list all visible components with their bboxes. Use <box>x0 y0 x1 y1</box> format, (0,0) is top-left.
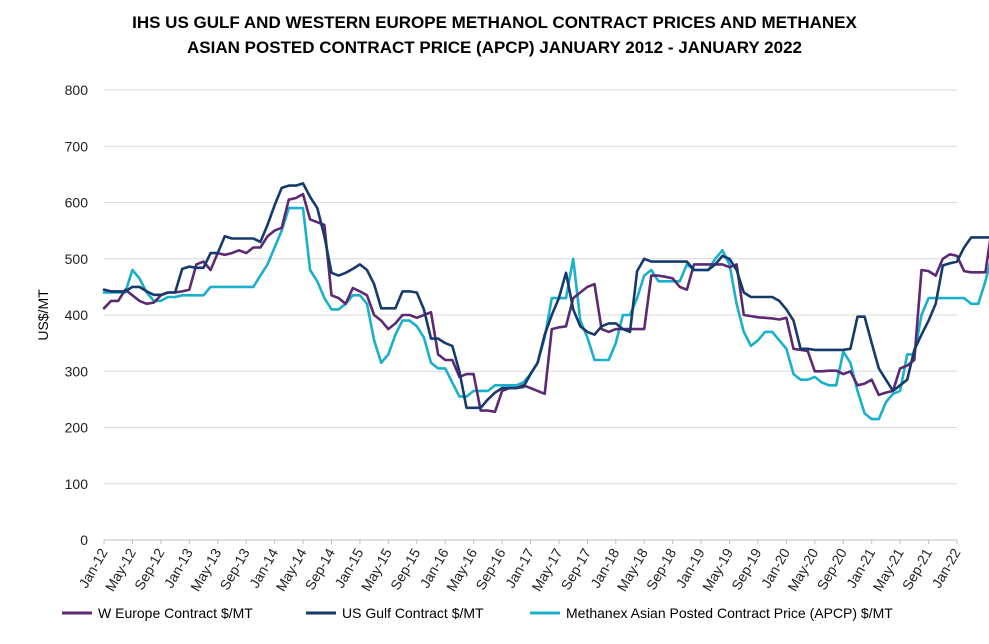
y-tick-label: 600 <box>65 195 89 211</box>
y-tick-label: 300 <box>65 363 89 379</box>
chart-title-line-1: IHS US GULF AND WESTERN EUROPE METHANOL … <box>132 13 857 32</box>
y-tick-label: 200 <box>65 420 89 436</box>
y-tick-label: 100 <box>65 476 89 492</box>
chart-title-line-2: ASIAN POSTED CONTRACT PRICE (APCP) JANUA… <box>187 38 802 57</box>
chart-title: IHS US GULF AND WESTERN EUROPE METHANOL … <box>0 10 989 60</box>
legend-label-2: Methanex Asian Posted Contract Price (AP… <box>566 605 893 621</box>
series-line-1 <box>102 182 989 410</box>
y-tick-label: 800 <box>65 82 89 98</box>
y-tick-label: 400 <box>65 307 89 323</box>
y-axis-title: US$/MT <box>35 289 51 341</box>
legend-label-0: W Europe Contract $/MT <box>98 605 253 621</box>
legend-label-1: US Gulf Contract $/MT <box>342 605 484 621</box>
y-tick-label: 500 <box>65 251 89 267</box>
series-line-0 <box>102 192 989 414</box>
y-tick-label: 0 <box>80 532 88 548</box>
y-tick-label: 700 <box>65 138 89 154</box>
x-tick-label: Jan-22 <box>928 545 963 590</box>
